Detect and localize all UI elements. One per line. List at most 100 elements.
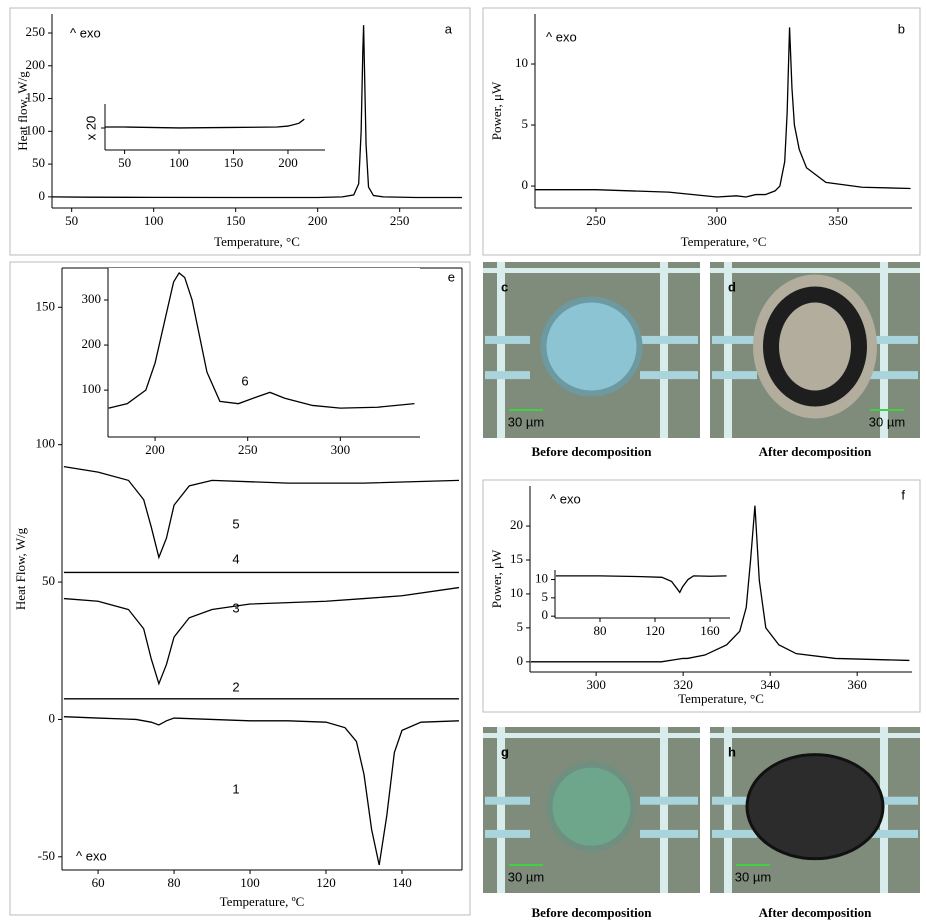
x-tick-label: 340 — [760, 677, 780, 692]
caption: Before decomposition — [532, 905, 653, 920]
scale-label: 30 µm — [508, 869, 544, 884]
x-tick-label: 60 — [92, 875, 105, 890]
chip-pad — [485, 371, 530, 380]
y-tick-label: 100 — [36, 436, 56, 451]
scale-label: 30 µm — [508, 414, 544, 429]
panel-letter: e — [448, 269, 455, 284]
x-tick-label: 160 — [700, 623, 720, 638]
y-tick-label: 100 — [26, 122, 46, 137]
panel-letter: c — [501, 279, 508, 294]
chip-pad — [712, 829, 757, 838]
chip-pad — [640, 829, 698, 838]
x-tick-label: 120 — [645, 623, 665, 638]
sample — [546, 761, 637, 852]
y-tick-label: 50 — [32, 155, 45, 170]
x-tick-label: 350 — [828, 213, 848, 228]
panel-letter: d — [728, 279, 736, 294]
x-tick-label: 250 — [238, 442, 258, 457]
y-tick-label: 150 — [36, 298, 56, 313]
panel-frame — [482, 479, 921, 713]
scale-label: 30 µm — [869, 414, 905, 429]
chip-rail — [724, 727, 732, 893]
panel-frame — [482, 7, 921, 256]
scale-label: 30 µm — [735, 869, 771, 884]
x-tick-label: 300 — [586, 677, 606, 692]
chip-pad — [712, 371, 757, 380]
x-tick-label: 250 — [586, 213, 606, 228]
chip-pad — [640, 796, 698, 805]
chip-pad — [860, 371, 918, 380]
annotation: ^ exo — [76, 848, 107, 863]
x-tick-label: 80 — [593, 623, 606, 638]
curve — [108, 271, 415, 409]
chip-pad — [485, 829, 530, 838]
y-axis-label: Power, μW — [489, 549, 504, 608]
chip-rail — [483, 268, 700, 273]
x-tick-label: 250 — [390, 213, 410, 228]
x-tick-label: 360 — [847, 677, 867, 692]
curve-label: 4 — [232, 551, 239, 566]
x-tick-label: 120 — [316, 875, 336, 890]
curve — [530, 505, 910, 663]
panel-letter: a — [445, 21, 453, 36]
annotation: ^ exo — [546, 29, 577, 44]
annotation: ^ exo — [70, 25, 101, 40]
panel-letter: g — [501, 744, 509, 759]
curve — [535, 27, 911, 198]
curve-label: 6 — [241, 373, 248, 388]
curve-label: 5 — [232, 516, 239, 531]
y-tick-label: 0 — [517, 653, 524, 668]
x-tick-label: 300 — [331, 442, 351, 457]
y-axis-label: Heat Flow, W/g — [13, 527, 28, 610]
chip-pad — [640, 335, 698, 344]
y-tick-label: 0 — [522, 177, 529, 192]
inset-y-label: x 20 — [83, 116, 98, 141]
sample — [745, 753, 885, 861]
curve — [63, 586, 460, 686]
y-axis-label: Heat flow, W/g — [15, 71, 30, 151]
curve — [555, 575, 727, 594]
chip-pad — [860, 796, 918, 805]
chip-pad — [712, 335, 757, 344]
caption: After decomposition — [759, 444, 873, 459]
y-tick-label: 100 — [82, 381, 102, 396]
chip-rail — [497, 727, 505, 893]
x-tick-label: 150 — [224, 155, 244, 170]
y-tick-label: 10 — [510, 585, 523, 600]
y-axis-label: Power, μW — [489, 81, 504, 140]
chip-pad — [860, 829, 918, 838]
x-tick-label: 140 — [392, 875, 412, 890]
y-tick-label: 5 — [522, 116, 529, 131]
y-tick-label: 50 — [42, 573, 55, 588]
x-tick-label: 100 — [144, 213, 164, 228]
y-tick-label: 200 — [26, 57, 46, 72]
panel-frame — [9, 7, 471, 256]
sample-ring — [763, 286, 867, 407]
x-tick-label: 150 — [226, 213, 246, 228]
chip-pad — [860, 335, 918, 344]
chip-rail — [724, 262, 732, 438]
curve-label: 1 — [232, 781, 239, 796]
x-tick-label: 80 — [168, 875, 181, 890]
y-tick-label: -50 — [38, 848, 55, 863]
sample — [540, 296, 643, 397]
x-tick-label: 100 — [169, 155, 189, 170]
y-tick-label: 150 — [26, 90, 46, 105]
caption: After decomposition — [759, 905, 873, 920]
chip-rail — [660, 262, 668, 438]
x-axis-label: Temperature, °C — [681, 234, 767, 249]
chip-pad — [712, 796, 757, 805]
x-tick-label: 50 — [118, 155, 131, 170]
annotation: ^ exo — [550, 491, 581, 506]
x-axis-label: Temperature, °C — [678, 691, 764, 706]
x-axis-label: Temperature, ºC — [220, 894, 305, 909]
y-tick-label: 250 — [26, 24, 46, 39]
y-tick-label: 15 — [510, 551, 523, 566]
curve — [51, 25, 462, 199]
chip-rail — [483, 733, 700, 738]
panel-frame — [9, 261, 471, 916]
x-tick-label: 300 — [707, 213, 727, 228]
y-tick-label: 0 — [542, 607, 549, 622]
